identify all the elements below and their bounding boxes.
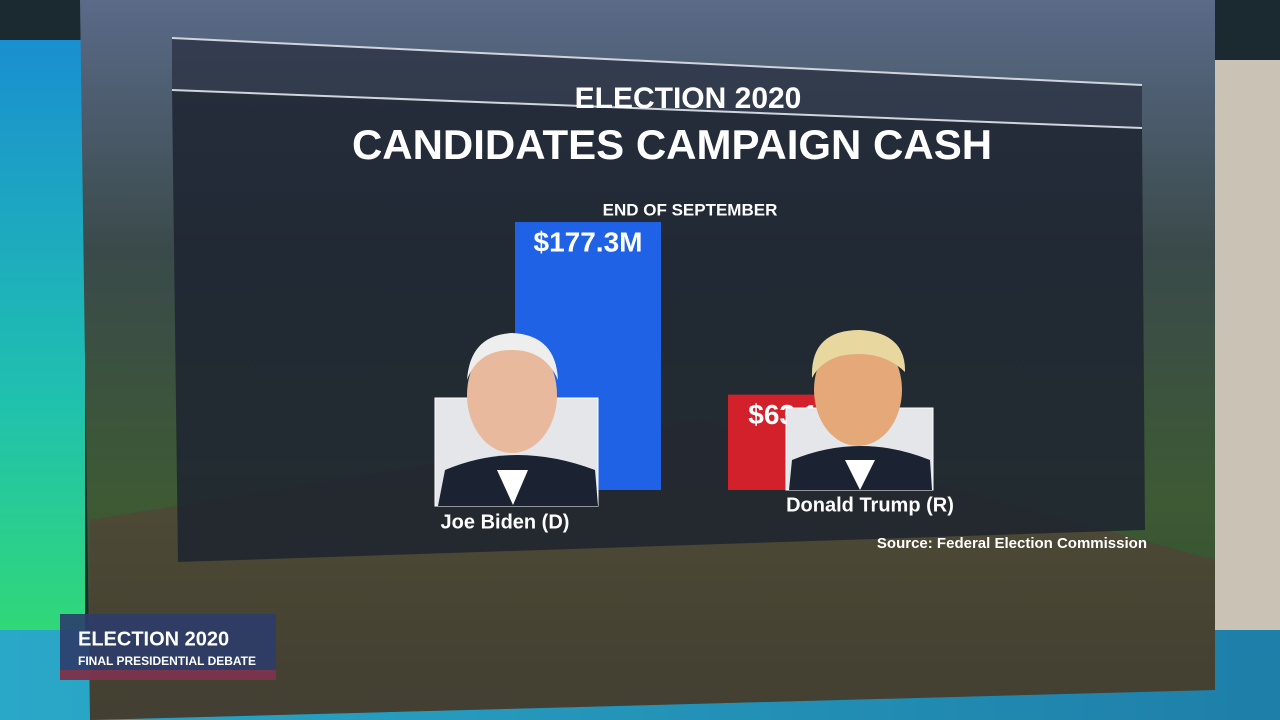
category-label: Joe Biden (D) bbox=[441, 511, 570, 533]
chart-subtitle: END OF SEPTEMBER bbox=[603, 200, 778, 219]
lower-third bbox=[60, 614, 276, 680]
panel-border bbox=[171, 37, 1143, 86]
side-screen bbox=[0, 40, 85, 630]
lower-third-stripe bbox=[60, 670, 276, 680]
studio-wall bbox=[1210, 60, 1280, 660]
source: Source: Federal Election Commission bbox=[877, 535, 1147, 552]
lower-third-title: ELECTION 2020 bbox=[78, 628, 229, 650]
portrait-biden bbox=[434, 333, 599, 507]
category-label: Donald Trump (R) bbox=[786, 494, 954, 516]
title-band bbox=[172, 38, 1142, 128]
chart-title: CANDIDATES CAMPAIGN CASH bbox=[352, 121, 992, 168]
portrait-trump bbox=[785, 330, 934, 491]
lower-third-subtitle: FINAL PRESIDENTIAL DEBATE bbox=[78, 654, 256, 668]
value-label: $177.3M bbox=[534, 226, 643, 257]
supertitle: ELECTION 2020 bbox=[575, 82, 802, 115]
panel-border bbox=[171, 89, 1143, 129]
